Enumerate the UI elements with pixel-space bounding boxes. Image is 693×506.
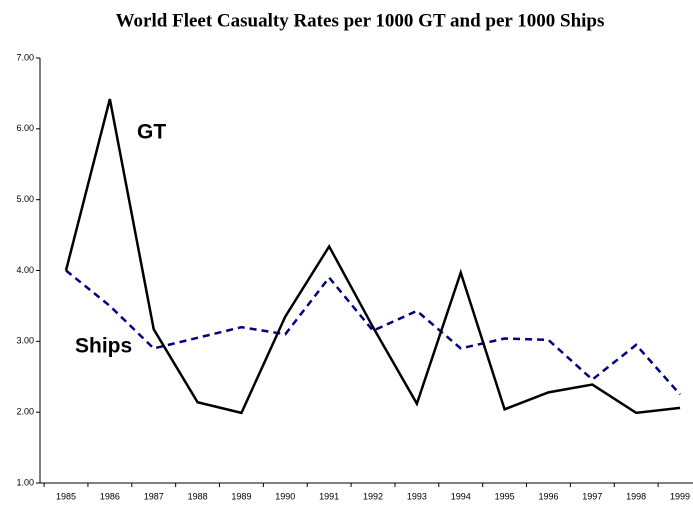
x-tick-label: 1999 xyxy=(670,491,690,501)
series-line xyxy=(64,98,681,415)
x-tick-label: 1998 xyxy=(626,491,646,501)
x-tick-label: 1997 xyxy=(582,491,602,501)
x-tick-label: 1988 xyxy=(188,491,208,501)
x-tick-label: 1993 xyxy=(407,491,427,501)
y-tick-label: 2.00 xyxy=(16,407,34,417)
series-line xyxy=(65,269,681,396)
x-tick-label: 1991 xyxy=(319,491,339,501)
series-label: Ships xyxy=(75,335,132,358)
x-tick-label: 1989 xyxy=(231,491,251,501)
x-tick-label: 1994 xyxy=(451,491,471,501)
y-tick-label: 6.00 xyxy=(16,123,34,133)
x-tick-label: 1996 xyxy=(538,491,558,501)
y-tick-label: 1.00 xyxy=(16,477,34,487)
x-tick-label: 1995 xyxy=(495,491,515,501)
x-tick-label: 1985 xyxy=(56,491,76,501)
chart-title: World Fleet Casualty Rates per 1000 GT a… xyxy=(116,10,605,31)
x-tick-label: 1992 xyxy=(363,491,383,501)
y-tick-label: 3.00 xyxy=(16,336,34,346)
y-tick-label: 4.00 xyxy=(16,265,34,275)
y-tick-label: 7.00 xyxy=(16,52,34,62)
x-tick-label: 1987 xyxy=(144,491,164,501)
x-tick-label: 1986 xyxy=(100,491,120,501)
x-tick-label: 1990 xyxy=(275,491,295,501)
series-label: GT xyxy=(137,121,166,144)
y-tick-label: 5.00 xyxy=(16,194,34,204)
